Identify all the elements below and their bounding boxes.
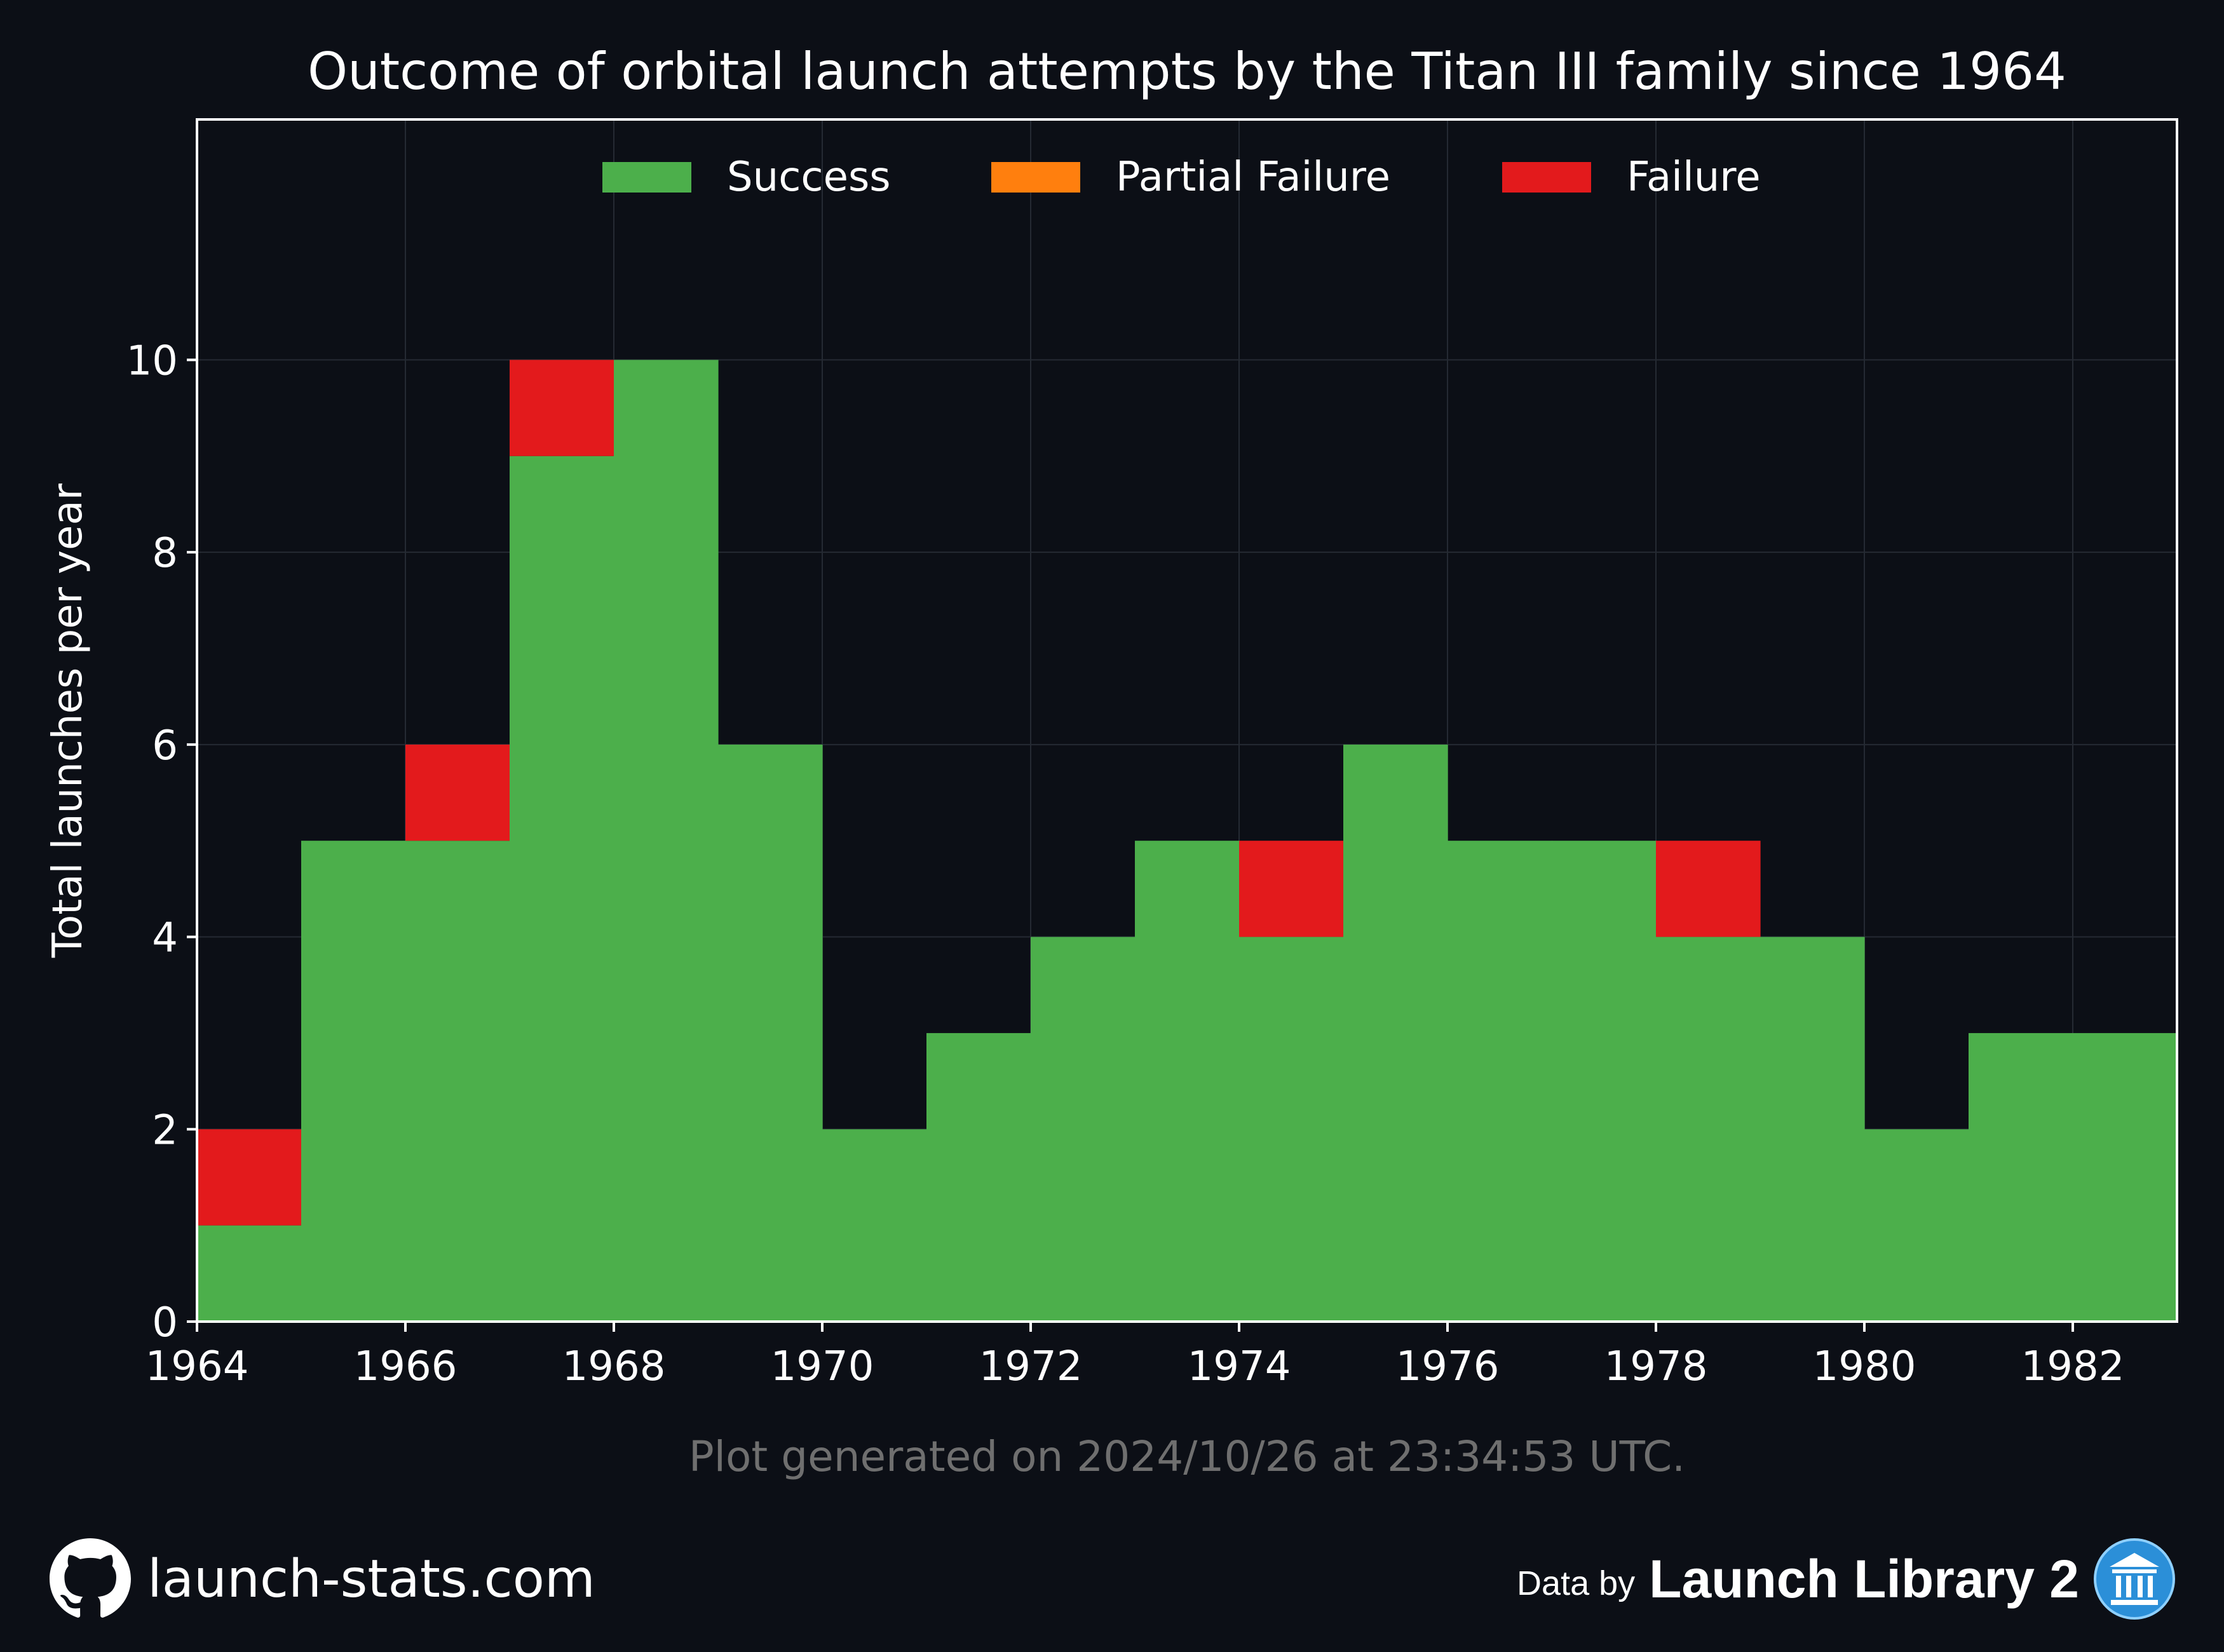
bar-failure-1966 bbox=[405, 744, 510, 841]
bar-success-1972 bbox=[1031, 937, 1136, 1322]
data-by-label: Data by bbox=[1517, 1564, 1636, 1602]
x-tick-label: 1978 bbox=[1604, 1343, 1708, 1390]
bar-success-1976 bbox=[1448, 841, 1552, 1322]
y-tick-label: 10 bbox=[126, 337, 178, 384]
bar-success-1971 bbox=[926, 1032, 1031, 1322]
library-building-icon bbox=[2094, 1538, 2175, 1620]
legend-swatch-partial-failure bbox=[991, 162, 1080, 193]
bar-failure-1967 bbox=[510, 360, 614, 456]
x-tick-label: 1974 bbox=[1188, 1343, 1291, 1390]
legend-swatch-success bbox=[602, 162, 691, 193]
chart-title: Outcome of orbital launch attempts by th… bbox=[308, 42, 2066, 101]
github-icon bbox=[50, 1538, 131, 1618]
y-tick-label: 0 bbox=[152, 1299, 178, 1346]
generated-note: Plot generated on 2024/10/26 at 23:34:53… bbox=[689, 1432, 1685, 1481]
bar-success-1973 bbox=[1135, 841, 1240, 1322]
data-credit: Data by Launch Library 2 bbox=[1517, 1538, 2176, 1620]
x-tick-label: 1976 bbox=[1396, 1343, 1500, 1390]
bar-failure-1978 bbox=[1656, 841, 1761, 937]
x-tick-label: 1966 bbox=[354, 1343, 458, 1390]
site-credit[interactable]: launch-stats.com bbox=[50, 1534, 595, 1623]
y-axis-label: Total launches per year bbox=[44, 483, 92, 958]
bar-success-1969 bbox=[718, 744, 823, 1322]
y-tick-label: 2 bbox=[152, 1107, 178, 1154]
bar-success-1974 bbox=[1239, 937, 1344, 1322]
legend-label-success: Success bbox=[727, 154, 891, 201]
site-link[interactable]: launch-stats.com bbox=[147, 1548, 595, 1609]
y-tick-label: 6 bbox=[152, 722, 178, 769]
legend-label-partial-failure: Partial Failure bbox=[1116, 154, 1390, 201]
x-tick-label: 1982 bbox=[2021, 1343, 2125, 1390]
x-tick-label: 1972 bbox=[979, 1343, 1083, 1390]
bar-failure-1964 bbox=[197, 1129, 302, 1226]
x-tick-label: 1980 bbox=[1813, 1343, 1916, 1390]
x-tick-label: 1964 bbox=[146, 1343, 249, 1390]
ticks: 1964 1966 1968 1970 1972 1974 1976 1978 1980 1982… bbox=[126, 337, 2125, 1390]
plot-frame bbox=[196, 118, 2178, 1323]
legend-label-failure: Failure bbox=[1627, 154, 1761, 201]
x-tick-label: 1970 bbox=[771, 1343, 874, 1390]
y-tick-label: 8 bbox=[152, 530, 178, 577]
bar-success-1977 bbox=[1552, 841, 1657, 1322]
y-tick-label: 4 bbox=[152, 915, 178, 962]
bar-success-1965 bbox=[301, 841, 406, 1322]
x-tick-label: 1968 bbox=[562, 1343, 666, 1390]
library-name[interactable]: Launch Library 2 bbox=[1649, 1548, 2079, 1609]
bar-success-1964 bbox=[197, 1225, 302, 1322]
bar-failure-1974 bbox=[1239, 841, 1344, 937]
bar-success-1966 bbox=[405, 841, 510, 1322]
bar-success-1980 bbox=[1864, 1129, 1969, 1322]
legend-swatch-failure bbox=[1502, 162, 1591, 193]
bar-success-1982 bbox=[2073, 1032, 2178, 1322]
bar-success-1975 bbox=[1343, 744, 1448, 1322]
bar-success-1979 bbox=[1760, 937, 1865, 1322]
bar-success-1970 bbox=[822, 1129, 927, 1322]
bar-success-1978 bbox=[1656, 937, 1761, 1322]
bar-success-1981 bbox=[1969, 1032, 2073, 1322]
legend: Success Partial Failure Failure bbox=[602, 154, 1761, 201]
bar-success-1968 bbox=[614, 360, 719, 1322]
bar-success-1967 bbox=[510, 456, 614, 1322]
bars bbox=[197, 360, 2178, 1322]
